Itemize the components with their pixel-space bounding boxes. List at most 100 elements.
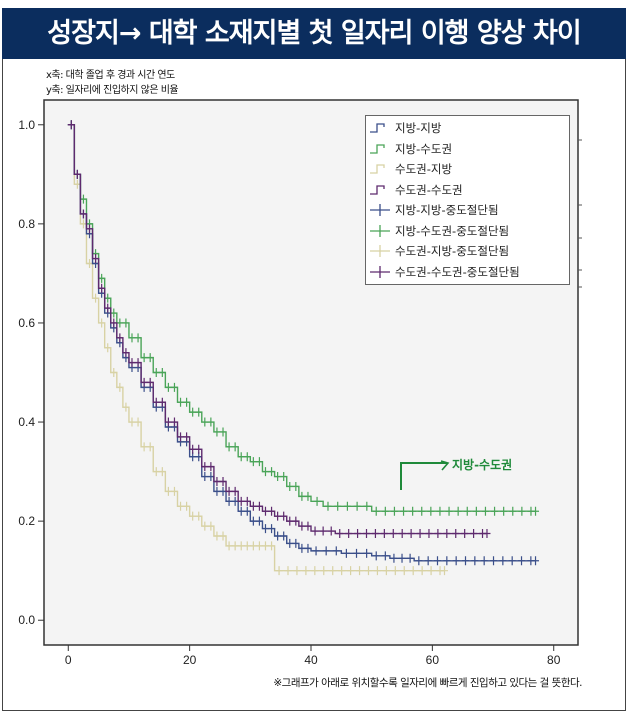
censor-mark [195, 444, 203, 454]
censor-marks [67, 120, 540, 566]
legend-label: 지방-수도권 [395, 141, 453, 156]
censor-mark [116, 382, 124, 392]
censor-mark [243, 541, 251, 551]
censor-mark [158, 368, 166, 377]
legend: 지방-지방 지방-수도권 수도권-지방 수도권-수도권 지방-지방-중도절단됨 지방-수도… [365, 115, 570, 285]
x-axis-note: x축: 대학 졸업 후 경과 시간 연도 [46, 70, 175, 81]
censor-mark [415, 556, 423, 566]
censor-mark [110, 318, 118, 328]
censor-mark [443, 556, 451, 566]
censor-mark [371, 529, 379, 539]
censor-mark [372, 506, 380, 516]
censor-mark [324, 501, 332, 511]
censor-mark [322, 546, 330, 556]
censor-mark [268, 541, 276, 551]
censor-mark [73, 179, 81, 189]
y-tick-label: 1.0 [18, 118, 35, 132]
censor-mark [98, 273, 106, 283]
censor-mark [390, 506, 398, 516]
censor-mark [225, 442, 233, 452]
censor-mark [427, 566, 435, 576]
censor-mark [183, 501, 191, 511]
censor-mark [381, 551, 389, 561]
censor-mark [73, 169, 81, 179]
censor-mark [201, 417, 209, 427]
censor-mark [152, 467, 160, 477]
censor-mark [311, 566, 319, 576]
censor-mark [275, 566, 283, 576]
censor-mark [336, 529, 344, 539]
censor-mark [116, 318, 124, 328]
censor-mark [268, 524, 276, 534]
censor-mark [98, 318, 106, 328]
plus-marker-icon [370, 265, 390, 278]
censor-mark [140, 442, 148, 452]
step-line-icon [370, 164, 385, 174]
censor-mark [425, 529, 433, 539]
censor-mark [389, 529, 397, 539]
y-tick-label: 0.4 [18, 415, 35, 429]
legend-item: 수도권-수도권 [366, 180, 569, 201]
censor-mark [255, 516, 263, 526]
censor-mark [312, 546, 320, 556]
censor-mark [213, 477, 221, 486]
censor-mark [338, 566, 346, 576]
censor-mark [409, 506, 417, 516]
legend-label: 지방-수도권-중도절단됨 [395, 223, 510, 238]
censor-mark [274, 531, 282, 541]
y-tick-label: 0.2 [18, 514, 35, 528]
censor-mark [86, 224, 94, 234]
censor-mark [219, 486, 227, 496]
censor-mark [195, 407, 203, 417]
censor-mark [183, 397, 191, 407]
censor-mark [170, 486, 178, 496]
censor-mark [302, 566, 310, 576]
censor-mark [313, 496, 321, 506]
censor-mark [452, 556, 460, 566]
legend-item: 수도권-수도권-중도절단됨 [366, 262, 569, 283]
censor-mark [436, 506, 444, 516]
censor-mark [255, 501, 263, 511]
censor-mark [461, 529, 469, 539]
censor-mark [400, 506, 408, 516]
step-line-icon [370, 185, 385, 195]
censor-mark [116, 333, 124, 343]
censor-mark [418, 566, 426, 576]
censor-mark [158, 397, 166, 407]
censor-mark [104, 343, 112, 353]
censor-mark [532, 556, 540, 566]
censor-mark [445, 506, 453, 516]
x-tick-label: 40 [304, 653, 318, 667]
censor-mark [480, 556, 488, 566]
censor-mark [249, 541, 257, 551]
censor-mark [286, 538, 294, 548]
censor-mark [201, 462, 209, 472]
censor-mark [462, 556, 470, 566]
censor-mark [382, 566, 390, 576]
censor-mark [332, 546, 340, 556]
censor-mark [481, 506, 489, 516]
censor-mark [237, 452, 245, 462]
censor-mark [158, 467, 166, 477]
censor-mark [298, 543, 306, 553]
censor-mark [104, 303, 112, 313]
censor-mark [532, 506, 540, 516]
censor-mark [354, 529, 362, 539]
step-line-icon [370, 144, 385, 154]
censor-mark [177, 501, 185, 511]
censor-mark [391, 566, 399, 576]
censor-mark [407, 529, 415, 539]
censor-mark [134, 358, 142, 368]
legend-item: 수도권-지방 [366, 159, 569, 180]
censor-mark [304, 521, 312, 531]
censor-mark [380, 529, 388, 539]
censor-mark [471, 556, 479, 566]
censor-mark [122, 318, 130, 328]
censor-mark [213, 427, 221, 437]
censor-mark [207, 417, 215, 427]
censor-mark [104, 293, 112, 303]
censor-marks [67, 120, 448, 576]
censor-mark [491, 506, 499, 516]
censor-mark [280, 511, 288, 521]
censor-mark [472, 506, 480, 516]
